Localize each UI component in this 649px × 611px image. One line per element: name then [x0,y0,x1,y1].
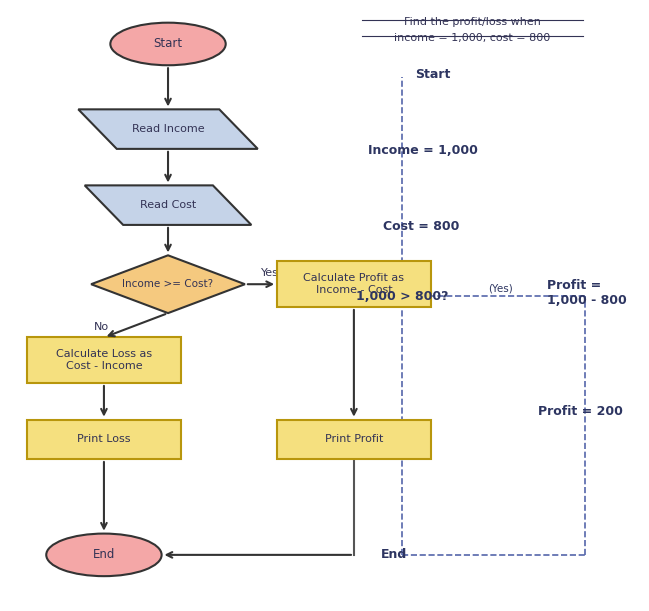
FancyBboxPatch shape [277,262,431,307]
Ellipse shape [46,533,162,576]
Text: Profit =
1,000 - 800: Profit = 1,000 - 800 [548,279,627,307]
Text: No: No [94,321,110,332]
Text: Income = 1,000: Income = 1,000 [368,144,478,157]
Text: Income >= Cost?: Income >= Cost? [123,279,214,289]
Text: Read Cost: Read Cost [140,200,196,210]
Text: Profit = 200: Profit = 200 [539,406,623,419]
Text: Calculate Loss as
Cost - Income: Calculate Loss as Cost - Income [56,349,152,371]
Text: Start: Start [415,68,450,81]
Text: Find the profit/loss when: Find the profit/loss when [404,16,541,27]
Text: Cost = 800: Cost = 800 [384,220,459,233]
Polygon shape [79,109,258,149]
Text: 1,000 > 800?: 1,000 > 800? [356,290,449,303]
Polygon shape [91,255,245,313]
Text: Read Income: Read Income [132,124,204,134]
Text: Print Loss: Print Loss [77,434,130,444]
Text: Start: Start [153,37,182,51]
Text: (Yes): (Yes) [489,284,513,293]
Polygon shape [85,185,251,225]
Ellipse shape [110,23,226,65]
Text: Print Profit: Print Profit [324,434,383,444]
Text: End: End [93,548,115,562]
Text: Yes: Yes [261,268,279,278]
Text: End: End [381,548,407,562]
FancyBboxPatch shape [277,420,431,459]
Text: income = 1,000, cost = 800: income = 1,000, cost = 800 [395,33,550,43]
Text: Calculate Profit as
Income - Cost: Calculate Profit as Income - Cost [303,273,404,295]
FancyBboxPatch shape [27,420,181,459]
FancyBboxPatch shape [27,337,181,383]
